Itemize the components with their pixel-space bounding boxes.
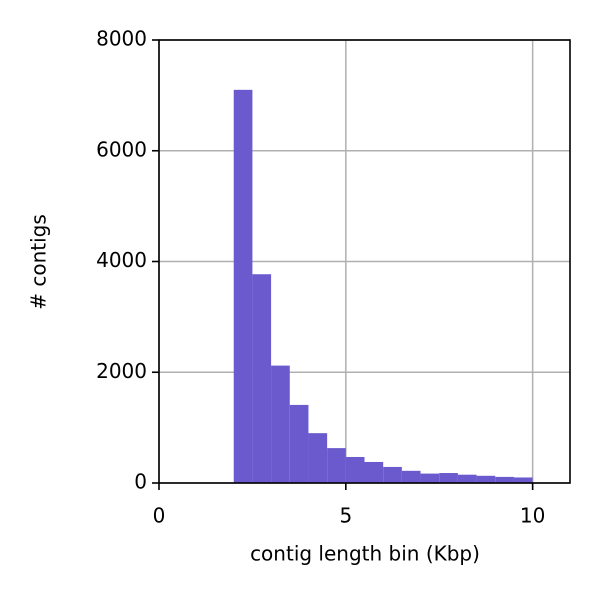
x-axis-label: contig length bin (Kbp) [250,542,480,566]
bar [383,466,402,483]
bar [457,474,477,483]
y-tick-label: 8000 [96,27,147,51]
bar [439,473,458,483]
x-tick-label: 5 [339,504,352,528]
bar [345,456,365,483]
x-tick-label: 0 [153,504,166,528]
bar [364,461,384,483]
bar [289,404,309,483]
bar [271,365,290,483]
y-tick-label: 2000 [96,359,147,383]
y-tick-label: 6000 [96,137,147,161]
bar [420,473,440,483]
bar [401,470,421,483]
bar [308,433,328,483]
bar [476,475,496,483]
y-tick-label: 0 [134,470,147,494]
bar [327,448,346,483]
y-axis-label: # contigs [27,214,51,310]
x-tick-label: 10 [520,504,545,528]
bar [252,274,272,483]
bar [233,89,253,484]
bar [513,477,533,483]
y-tick-label: 4000 [96,248,147,272]
bar [495,476,514,483]
